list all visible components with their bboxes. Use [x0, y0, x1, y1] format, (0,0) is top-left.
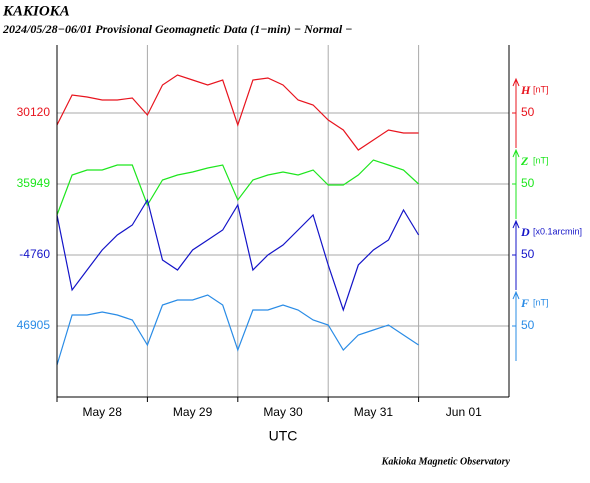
scale-label: 50 — [521, 318, 535, 332]
series-name: Z — [520, 154, 529, 168]
series-line — [56, 159, 420, 216]
x-tick-label: Jun 01 — [446, 405, 482, 419]
y-tick-label: -4760 — [19, 247, 50, 261]
y-tick-label: 30120 — [17, 105, 51, 119]
x-tick-label: May 28 — [83, 405, 123, 419]
scale-arrow — [512, 290, 520, 300]
scale-arrow — [512, 219, 520, 229]
series-name: D — [520, 225, 530, 239]
chart-subtitle: 2024/05/28−06/01 Provisional Geomagnetic… — [2, 22, 352, 36]
y-tick-label: 46905 — [17, 318, 51, 332]
series-line — [56, 294, 419, 366]
series-name: F — [520, 296, 529, 310]
series-unit: [nT] — [533, 84, 549, 94]
x-tick-label: May 30 — [263, 405, 303, 419]
series-name: H — [520, 83, 531, 97]
scale-arrow — [512, 77, 520, 87]
scale-arrow — [512, 148, 520, 158]
x-tick-label: May 29 — [173, 405, 213, 419]
series-unit: [x0.1arcmin] — [533, 226, 582, 236]
y-tick-label: 35949 — [17, 176, 51, 190]
series-line — [56, 198, 420, 312]
series-unit: [nT] — [533, 297, 549, 307]
series-unit: [nT] — [533, 155, 549, 165]
x-axis-label: UTC — [269, 428, 298, 444]
scale-label: 50 — [521, 176, 535, 190]
footer: Kakioka Magnetic Observatory — [381, 456, 511, 467]
scale-label: 50 — [521, 105, 535, 119]
chart-title: KAKIOKA — [2, 3, 70, 19]
series-line — [56, 74, 419, 151]
scale-label: 50 — [521, 247, 535, 261]
x-tick-label: May 31 — [354, 405, 394, 419]
